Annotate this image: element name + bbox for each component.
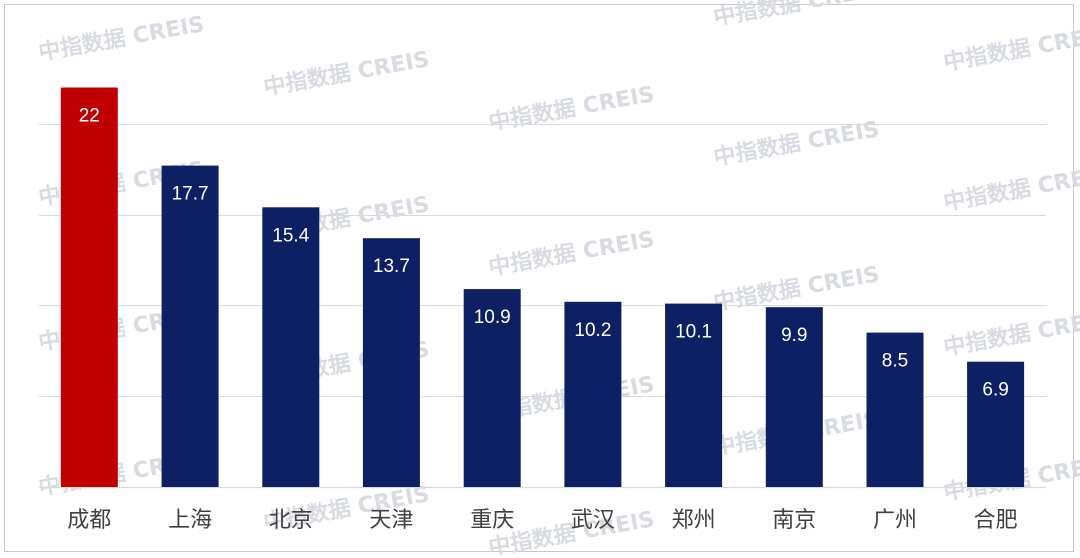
data-label: 10.1 [675, 322, 712, 343]
x-tick-label: 武汉 [571, 508, 615, 533]
x-tick-label: 上海 [168, 508, 212, 533]
x-tick-label: 郑州 [672, 508, 716, 533]
bar [161, 165, 219, 487]
x-tick-label: 北京 [269, 508, 313, 533]
watermark-text: 中指数据 CREIS [262, 46, 432, 101]
watermark-text: 中指数据 CREIS [37, 11, 207, 66]
watermark-text: 中指数据 CREIS [712, 0, 882, 31]
watermark-text: 中指数据 CREIS [942, 161, 1080, 216]
watermark-text: 中指数据 CREIS [487, 81, 657, 136]
bar [463, 289, 521, 487]
bar [866, 332, 924, 487]
bar [362, 238, 420, 487]
bar [564, 301, 622, 487]
watermark-text: 中指数据 CREIS [487, 226, 657, 281]
data-label: 8.5 [882, 351, 908, 372]
data-label: 6.9 [982, 380, 1008, 401]
x-tick-label: 南京 [772, 508, 816, 533]
x-tick-label: 广州 [873, 508, 917, 533]
x-tick-label: 天津 [369, 508, 413, 533]
x-tick-label: 合肥 [974, 508, 1018, 533]
data-label: 17.7 [172, 184, 209, 205]
watermark-text: 中指数据 CREIS [942, 21, 1080, 76]
value-labels: 22 17.7 15.4 13.7 10.9 10.2 10.1 9.9 8.5 6.9 [79, 106, 1009, 401]
data-label: 10.9 [474, 307, 511, 328]
bars [60, 87, 1025, 488]
data-label: 15.4 [272, 225, 309, 246]
bar [765, 307, 823, 487]
bar [665, 303, 723, 487]
bar [967, 361, 1025, 487]
data-label: 13.7 [373, 256, 410, 277]
x-tick-label: 重庆 [470, 508, 514, 533]
x-tick-label: 成都 [67, 508, 111, 533]
watermark-text: 中指数据 CREIS [942, 306, 1080, 361]
data-label: 9.9 [781, 325, 807, 346]
bar [262, 207, 320, 488]
data-label: 22 [79, 106, 100, 127]
bar [60, 87, 118, 487]
category-labels: 成都 上海 北京 天津 重庆 武汉 郑州 南京 广州 合肥 [67, 508, 1017, 533]
data-label: 10.2 [574, 320, 611, 341]
